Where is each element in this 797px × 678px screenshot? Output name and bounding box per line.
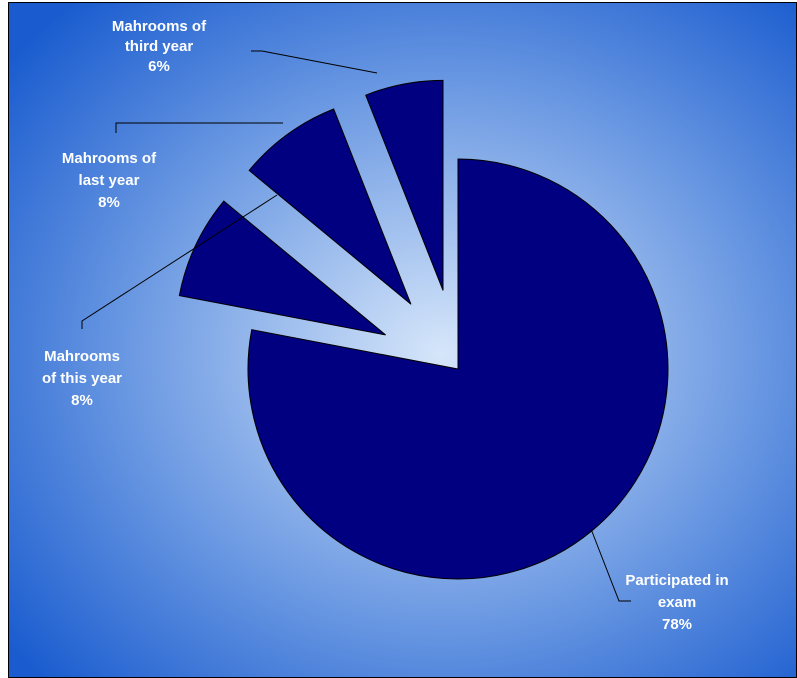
leader-line <box>115 122 283 133</box>
slice-value-label: 8% <box>71 392 93 409</box>
leader-line <box>590 528 631 602</box>
leader-line <box>81 194 278 329</box>
slice-value-label: 8% <box>98 194 120 211</box>
pie-slice <box>248 108 412 305</box>
slice-name-label: Mahrooms <box>44 348 120 365</box>
slice-name-label: Participated in <box>625 572 728 589</box>
slice-labels: Participated in exam 78% Mahrooms of this ye… <box>42 18 729 633</box>
pie-slice <box>365 79 444 291</box>
slice-label: Mahrooms of last year 8% <box>62 150 157 211</box>
leader-lines <box>81 50 631 602</box>
slice-label: Mahrooms of third year 6% <box>112 18 207 75</box>
slice-name-label: last year <box>79 172 140 189</box>
pie-slices <box>178 79 669 580</box>
chart-area: Participated in exam 78% Mahrooms of this ye… <box>8 2 797 678</box>
slice-name-label: Mahrooms of <box>112 18 207 35</box>
pie-chart: Participated in exam 78% Mahrooms of this ye… <box>9 3 796 677</box>
slice-value-label: 6% <box>148 58 170 75</box>
slice-name-label: of this year <box>42 370 122 387</box>
slice-value-label: 78% <box>662 616 692 633</box>
slice-name-label: third year <box>125 38 194 55</box>
slice-name-label: Mahrooms of <box>62 150 157 167</box>
leader-line <box>251 50 378 74</box>
slice-label: Mahrooms of this year 8% <box>42 348 122 409</box>
slice-label: Participated in exam 78% <box>625 572 728 633</box>
pie-slice <box>178 200 386 336</box>
slice-name-label: exam <box>658 594 696 611</box>
